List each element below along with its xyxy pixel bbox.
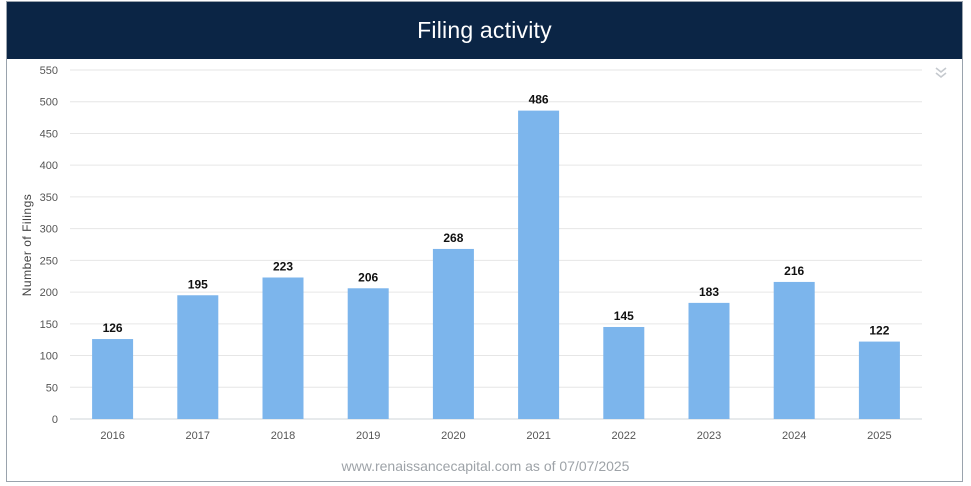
x-tick-label-2017: 2017 bbox=[186, 430, 210, 442]
chevron-double-down-icon[interactable] bbox=[934, 66, 948, 80]
data-label-2024: 216 bbox=[784, 264, 804, 278]
bar-2016[interactable] bbox=[92, 339, 134, 419]
bars bbox=[92, 110, 900, 420]
y-tick-label: 250 bbox=[40, 255, 58, 267]
y-axis-ticks: 0 50 100 150 200 250 300 350 400 450 500 550 bbox=[40, 65, 58, 426]
y-tick-label: 50 bbox=[46, 382, 58, 394]
chart-title: Filing activity bbox=[417, 17, 552, 43]
data-label-2022: 145 bbox=[614, 309, 634, 323]
y-tick-label: 200 bbox=[40, 287, 58, 299]
x-tick-label-2024: 2024 bbox=[782, 430, 806, 442]
y-tick-label: 450 bbox=[40, 128, 58, 140]
bar-2020[interactable] bbox=[432, 248, 474, 419]
y-tick-label: 150 bbox=[40, 319, 58, 331]
x-axis-ticks: 2016 2017 2018 2019 2020 2021 2022 2023 2024 2025 bbox=[100, 430, 891, 442]
data-label-2023: 183 bbox=[699, 285, 719, 299]
y-tick-label: 400 bbox=[40, 160, 58, 172]
bar-2022[interactable] bbox=[603, 326, 645, 419]
data-labels: 126 195 223 206 268 486 145 183 216 122 bbox=[103, 93, 890, 338]
bar-2023[interactable] bbox=[688, 302, 730, 419]
data-label-2021: 486 bbox=[529, 93, 549, 107]
y-tick-label: 0 bbox=[52, 414, 58, 426]
x-tick-label-2018: 2018 bbox=[271, 430, 295, 442]
y-tick-label: 350 bbox=[40, 192, 58, 204]
bar-2019[interactable] bbox=[347, 288, 389, 419]
bar-2017[interactable] bbox=[177, 295, 219, 419]
x-tick-label-2022: 2022 bbox=[612, 430, 636, 442]
bar-2018[interactable] bbox=[262, 277, 304, 419]
y-tick-label: 300 bbox=[40, 224, 58, 236]
y-tick-label: 550 bbox=[40, 65, 58, 77]
data-label-2020: 268 bbox=[443, 231, 463, 245]
data-label-2025: 122 bbox=[869, 324, 889, 338]
bar-2024[interactable] bbox=[773, 281, 815, 419]
data-label-2017: 195 bbox=[188, 277, 208, 291]
y-axis-label: Number of Filings bbox=[20, 194, 34, 297]
x-tick-label-2019: 2019 bbox=[356, 430, 380, 442]
data-label-2018: 223 bbox=[273, 259, 293, 273]
x-tick-label-2021: 2021 bbox=[526, 430, 550, 442]
chart-title-bar: Filing activity bbox=[7, 2, 962, 59]
source-footer: www.renaissancecapital.com as of 07/07/2… bbox=[341, 458, 630, 474]
data-label-2019: 206 bbox=[358, 270, 378, 284]
bar-2021[interactable] bbox=[518, 110, 560, 420]
data-label-2016: 126 bbox=[103, 321, 123, 335]
x-tick-label-2016: 2016 bbox=[100, 430, 124, 442]
x-tick-label-2025: 2025 bbox=[867, 430, 891, 442]
y-tick-label: 100 bbox=[40, 351, 58, 363]
bar-2025[interactable] bbox=[858, 341, 900, 419]
x-tick-label-2020: 2020 bbox=[441, 430, 465, 442]
y-tick-label: 500 bbox=[40, 97, 58, 109]
chart-frame: Filing activity bbox=[6, 1, 963, 482]
x-tick-label-2023: 2023 bbox=[697, 430, 721, 442]
